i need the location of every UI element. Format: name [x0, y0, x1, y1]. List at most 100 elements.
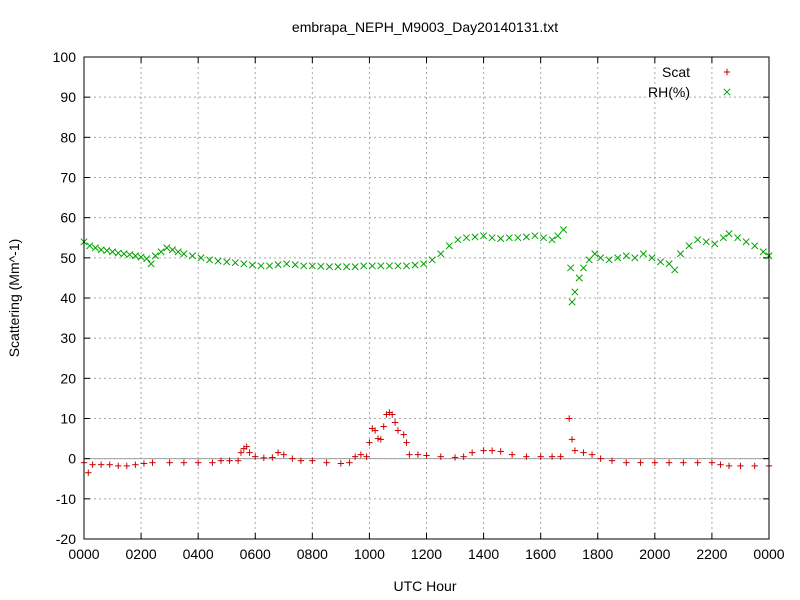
rh-point — [91, 244, 99, 252]
x-tick-label: 1800 — [582, 546, 613, 562]
scat-point — [280, 451, 287, 458]
rh-point — [531, 232, 539, 240]
rh-point — [559, 226, 568, 234]
x-axis-label: UTC Hour — [393, 578, 456, 594]
scat-point — [548, 453, 556, 460]
scat-point — [566, 415, 573, 422]
rh-point — [648, 254, 656, 262]
x-tick-label: 0800 — [297, 546, 328, 562]
rh-point — [103, 247, 111, 255]
rh-point — [548, 236, 556, 244]
rh-point — [539, 234, 548, 242]
rh-point — [751, 242, 759, 250]
x-tick-label: 1200 — [411, 546, 442, 562]
rh-point — [488, 234, 496, 242]
scat-point — [252, 453, 259, 460]
x-tick-label: 0400 — [183, 546, 214, 562]
rh-point — [108, 248, 117, 256]
legend-label: RH(%) — [648, 84, 690, 100]
y-tick-label: 90 — [60, 89, 76, 105]
rh-point — [454, 236, 462, 244]
rh-point — [231, 259, 239, 267]
scat-point — [243, 443, 250, 450]
rh-point — [462, 234, 471, 242]
y-tick-label: 40 — [60, 290, 76, 306]
rh-point — [97, 246, 105, 254]
scat-point — [451, 454, 459, 461]
x-axis-ticks: 0000 0200 0400 0600 0800 1000 1200 1400 1600 1800… — [68, 57, 785, 562]
rh-point — [114, 249, 122, 257]
scat-point — [568, 436, 576, 443]
plot-frame — [83, 56, 770, 540]
rh-point — [206, 256, 214, 264]
rh-point — [554, 232, 562, 240]
scat-point — [437, 453, 444, 460]
rh-point — [180, 250, 188, 258]
y-tick-label: 100 — [53, 49, 77, 65]
y-tick-label: 20 — [60, 370, 76, 386]
rh-point — [639, 250, 647, 258]
rh-point — [402, 262, 411, 270]
rh-point — [685, 242, 693, 250]
rh-point — [591, 250, 599, 258]
rh-point — [168, 246, 177, 254]
rh-point — [394, 262, 402, 270]
rh-point — [719, 234, 727, 242]
x-tick-label: 2200 — [696, 546, 727, 562]
rh-point — [514, 234, 522, 242]
y-tick-label: 0 — [68, 451, 76, 467]
rh-point — [497, 234, 505, 243]
scat-point — [608, 457, 616, 464]
x-tick-label: 0000 — [753, 546, 784, 562]
rh-point — [742, 238, 750, 246]
scat-point — [234, 457, 242, 464]
scat-point — [194, 459, 202, 466]
scat-point — [374, 435, 382, 442]
scat-point — [346, 459, 353, 466]
scat-point — [414, 451, 422, 458]
scat-point — [725, 462, 733, 470]
scat-point — [588, 451, 596, 458]
scat-point — [380, 423, 387, 430]
rh-point — [694, 236, 702, 244]
scat-point — [323, 459, 330, 466]
rh-point — [411, 261, 419, 269]
rh-point — [300, 262, 308, 270]
scat-point — [480, 447, 487, 454]
rh-point — [385, 262, 393, 270]
grid-lines — [84, 57, 769, 539]
scat-point — [123, 462, 131, 470]
scat-point — [269, 454, 276, 461]
rh-point — [343, 263, 351, 271]
x-tick-label: 1400 — [468, 546, 499, 562]
rh-point — [676, 250, 685, 258]
scat-point — [309, 457, 316, 464]
scat-point — [274, 449, 282, 456]
rh-point — [597, 254, 605, 262]
rh-point — [505, 234, 513, 242]
scat-point — [246, 449, 253, 456]
legend-marker — [723, 88, 731, 96]
rh-point — [471, 233, 479, 241]
scat-point — [97, 461, 105, 468]
rh-point — [579, 264, 588, 272]
rh-point — [126, 251, 134, 259]
scat-point — [523, 453, 530, 460]
rh-point — [522, 233, 530, 241]
rh-point — [265, 262, 274, 270]
scat-point — [680, 459, 687, 466]
scat-point — [694, 459, 701, 466]
rh-point — [480, 232, 488, 240]
rh-point — [360, 262, 368, 270]
y-tick-label: 70 — [60, 170, 76, 186]
rh-point — [437, 250, 445, 258]
scat-point — [115, 462, 122, 470]
scat-point — [400, 431, 407, 438]
rh-point — [622, 252, 630, 260]
scat-point — [217, 457, 225, 464]
x-tick-label: 0200 — [126, 546, 157, 562]
rh-point — [86, 242, 94, 250]
x-tick-label: 2000 — [639, 546, 670, 562]
rh-point — [147, 260, 155, 268]
